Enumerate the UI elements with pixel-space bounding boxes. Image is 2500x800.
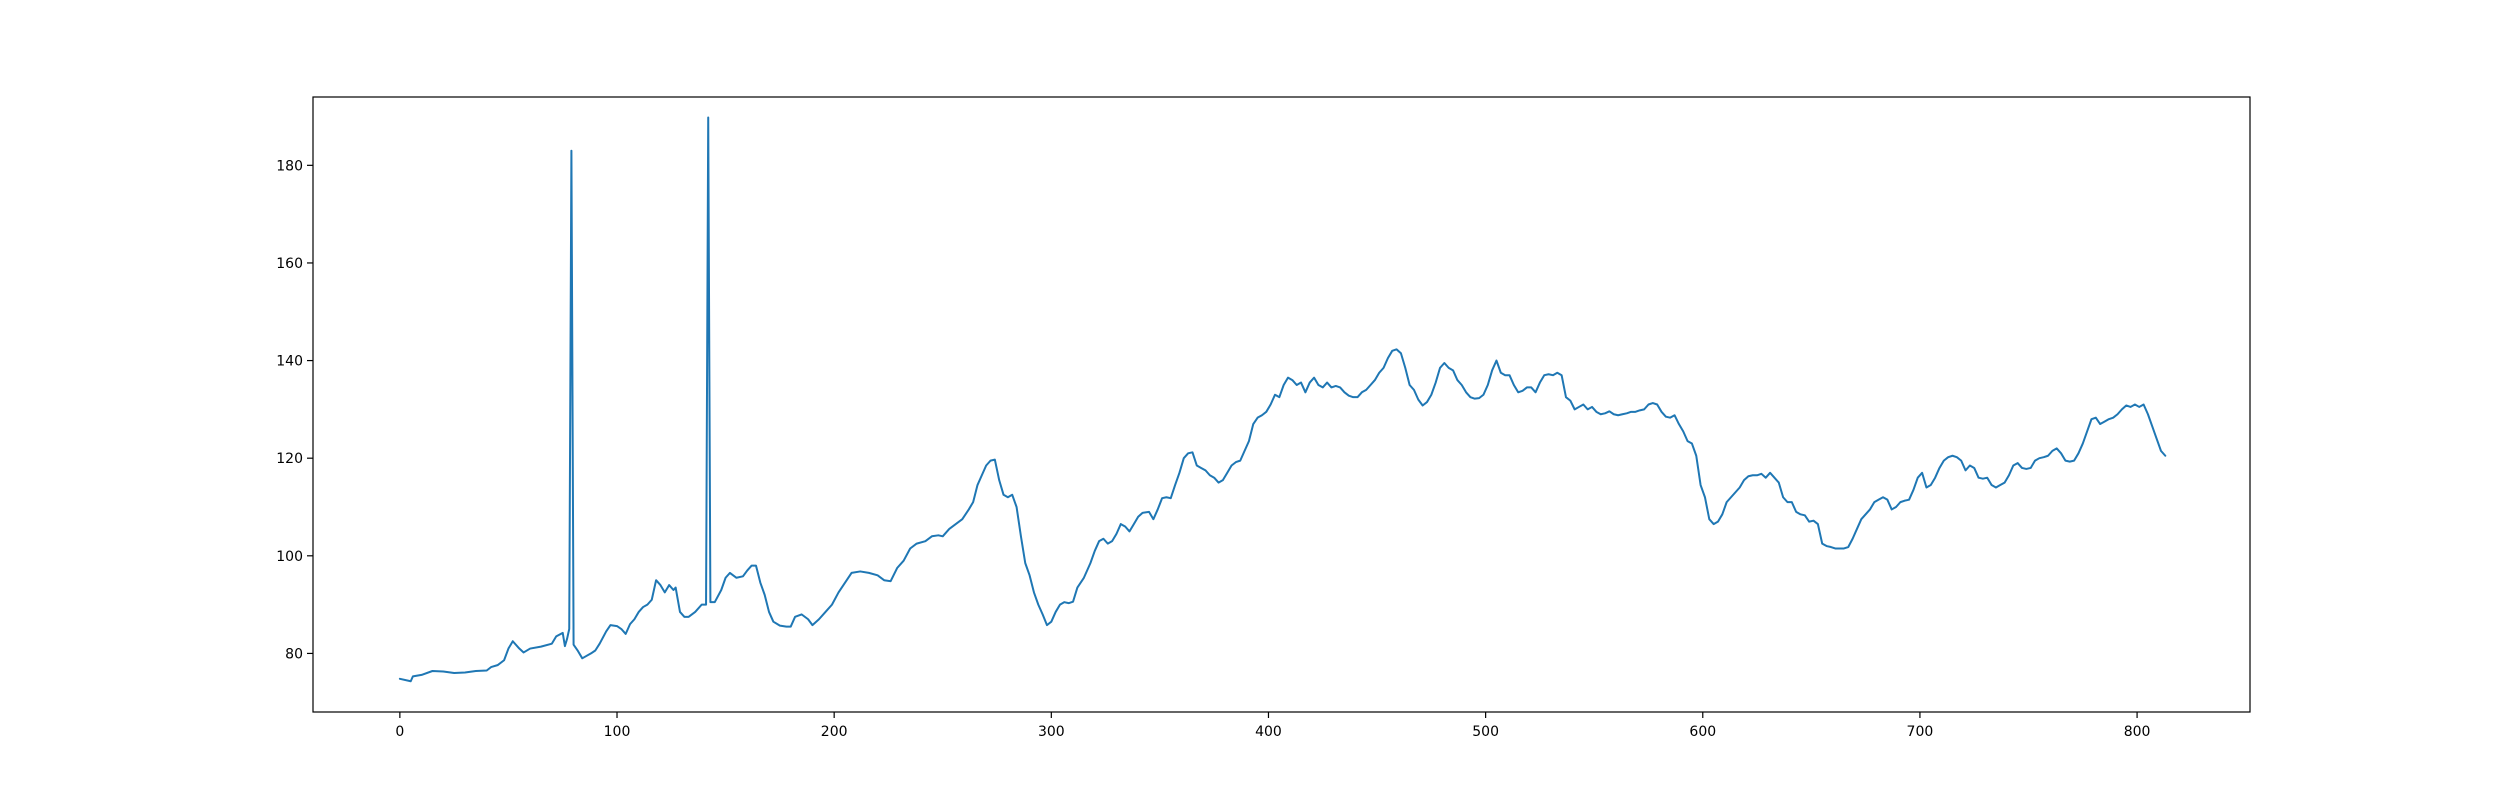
x-tick-label: 300 — [1038, 724, 1065, 740]
y-tick-label: 80 — [285, 646, 303, 662]
y-tick-label: 100 — [276, 549, 303, 565]
y-tick-label: 140 — [276, 354, 303, 370]
x-tick-label: 800 — [2124, 724, 2151, 740]
x-tick-label: 0 — [395, 724, 404, 740]
y-axis-ticks: 80 100 120 140 160 180 — [276, 158, 313, 662]
x-tick-label: 100 — [604, 724, 631, 740]
y-tick-label: 180 — [276, 158, 303, 174]
series-line-0 — [398, 116, 2167, 683]
y-tick-label: 160 — [276, 256, 303, 272]
x-tick-label: 700 — [1907, 724, 1934, 740]
x-tick-label: 200 — [821, 724, 848, 740]
y-tick-label: 120 — [276, 451, 303, 467]
series-group — [398, 116, 2167, 683]
plot-area-frame — [312, 96, 2251, 713]
x-tick-label: 600 — [1689, 724, 1716, 740]
x-tick-label: 500 — [1472, 724, 1499, 740]
x-axis-ticks: 0 100 200 300 400 500 600 700 800 — [395, 712, 2150, 740]
x-tick-label: 400 — [1255, 724, 1282, 740]
